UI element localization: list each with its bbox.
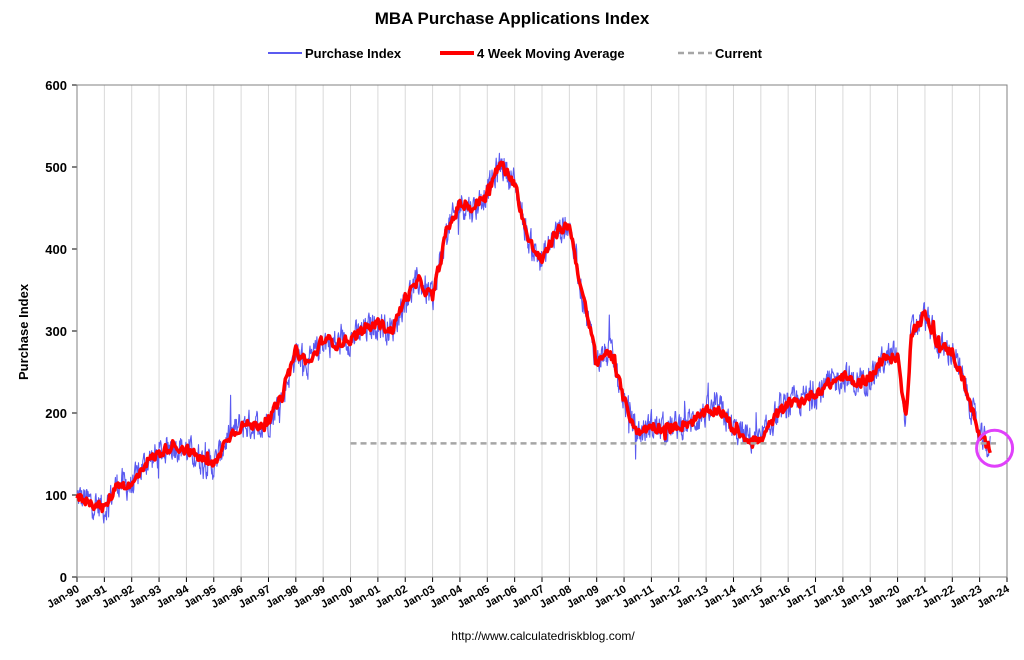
source-url: http://www.calculatedriskblog.com/	[451, 629, 635, 643]
y-axis-title: Purchase Index	[16, 283, 31, 380]
annotation-circle	[975, 428, 1015, 468]
x-tick-labels: Jan-90Jan-91Jan-92Jan-93Jan-94Jan-95Jan-…	[45, 583, 1012, 611]
legend-label-moving-average: 4 Week Moving Average	[477, 46, 625, 61]
legend: Purchase Index 4 Week Moving Average Cur…	[268, 46, 763, 61]
y-tick-labels: 0 100 200 300 400 500 600	[45, 78, 67, 585]
legend-label-purchase-index: Purchase Index	[305, 46, 402, 61]
grid	[76, 85, 1008, 577]
y-tick-label: 600	[45, 78, 67, 93]
y-tick-label: 300	[45, 324, 67, 339]
x-tick-label: Jan-24	[975, 583, 1012, 611]
chart-title: MBA Purchase Applications Index	[375, 9, 650, 28]
y-tick-label: 200	[45, 406, 67, 421]
y-tick-label: 500	[45, 160, 67, 175]
plot-frame	[76, 84, 1008, 578]
y-tick-label: 400	[45, 242, 67, 257]
series	[75, 152, 1015, 524]
series-line-moving-average	[75, 160, 992, 514]
axes	[72, 84, 1008, 582]
legend-label-current: Current	[715, 46, 763, 61]
y-tick-label: 100	[45, 488, 67, 503]
y-tick-label: 0	[60, 570, 67, 585]
